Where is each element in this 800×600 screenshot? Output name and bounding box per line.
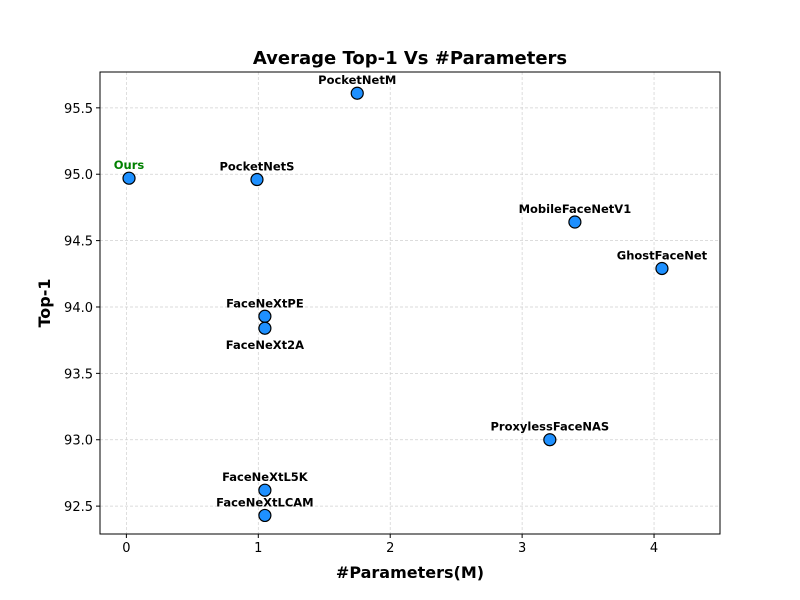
y-tick-label: 93.0 [64, 434, 93, 449]
x-tick-label: 0 [122, 541, 130, 556]
chart-title: Average Top-1 Vs #Parameters [253, 48, 567, 69]
data-label: PocketNetM [318, 73, 396, 87]
data-point [543, 433, 557, 447]
data-point [258, 483, 272, 497]
data-label: PocketNetS [219, 160, 294, 174]
data-label: FaceNeXtL5K [222, 470, 309, 484]
y-tick-label: 92.5 [64, 500, 93, 515]
data-label: Ours [114, 158, 145, 172]
y-tick-label: 94.5 [64, 235, 93, 250]
grid [100, 72, 720, 534]
x-axis-label: #Parameters(M) [336, 563, 484, 582]
x-tick-label: 3 [518, 541, 526, 556]
y-tick-label: 95.5 [64, 102, 93, 117]
y-tick-label: 93.5 [64, 367, 93, 382]
data-point [655, 261, 669, 276]
data-label: FaceNeXtLCAM [216, 495, 313, 509]
y-axis-label: Top-1 [35, 278, 54, 327]
data-point [568, 215, 582, 229]
ticks: 0 1 2 3 4 92.5 93.0 93.5 94.0 94.5 95.0 95.5 [64, 102, 658, 556]
plot-frame [99, 71, 721, 535]
data-point [122, 171, 136, 185]
data-label: GhostFaceNet [617, 248, 708, 262]
data-point [258, 508, 272, 523]
x-tick-label: 1 [254, 541, 262, 556]
x-tick-label: 4 [650, 541, 658, 556]
data-point [258, 321, 272, 335]
y-tick-label: 94.0 [64, 301, 93, 316]
y-tick-label: 95.0 [64, 168, 93, 183]
data-point [350, 86, 364, 100]
data-label: ProxylessFaceNAS [490, 420, 609, 434]
x-tick-label: 2 [386, 541, 394, 556]
data-point [258, 309, 272, 323]
data-point [250, 172, 264, 187]
data-label: MobileFaceNetV1 [519, 202, 632, 216]
points: Ours PocketNetS PocketNetM MobileFaceNetV1 G… [114, 73, 708, 523]
data-label: FaceNeXtPE [226, 296, 304, 310]
data-label: FaceNeXt2A [226, 338, 304, 352]
